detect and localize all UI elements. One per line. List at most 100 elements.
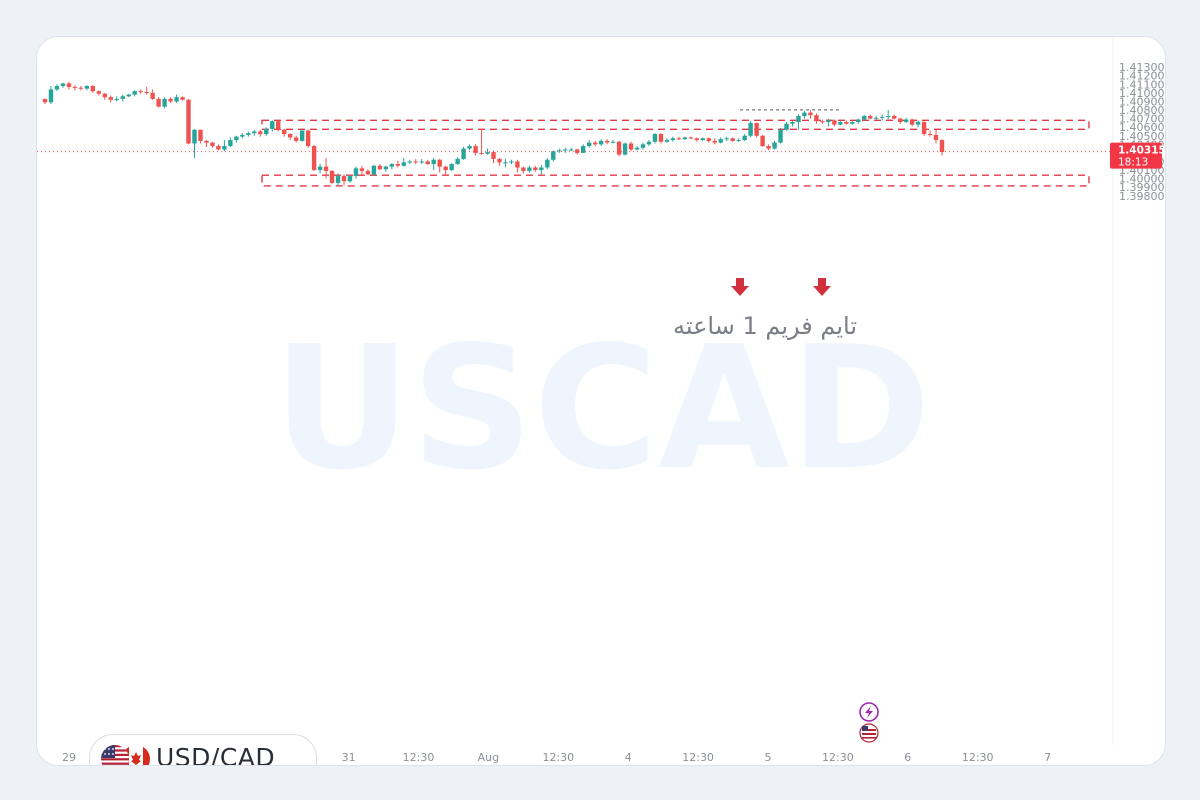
candle-body — [844, 122, 849, 124]
candle-body — [706, 138, 711, 141]
candle-body — [252, 131, 257, 134]
candle-body — [317, 166, 323, 171]
x-tick-label: 4 — [625, 751, 632, 764]
candle-body — [521, 167, 526, 171]
candle-body — [742, 135, 747, 141]
candle-body — [766, 146, 771, 149]
candle-body — [862, 116, 867, 120]
candle-body — [778, 129, 783, 143]
candle-body — [479, 152, 484, 154]
candle-body — [586, 142, 592, 147]
lightning-glyph — [865, 706, 873, 718]
candle-body — [909, 119, 915, 125]
flag-stripe — [862, 729, 876, 731]
chart-card: USCAD تایم فریم 1 ساعته 1.41300 1.41200 1.41… — [36, 36, 1166, 766]
candle-body — [939, 140, 945, 153]
candle-body — [60, 83, 66, 87]
candle-body — [192, 129, 197, 144]
candle-body — [688, 137, 694, 139]
candle-body — [359, 168, 365, 171]
candle-body — [832, 120, 837, 125]
candle-body — [54, 86, 60, 90]
candle-body — [114, 98, 119, 100]
flag-canton — [862, 726, 868, 731]
x-tick-label: 12:30 — [682, 751, 714, 764]
candle-body — [897, 118, 903, 123]
y-tick-label: 1.40700 — [1119, 113, 1165, 126]
candle-body — [497, 158, 502, 163]
candle-body — [431, 159, 436, 165]
resistance-zone — [261, 119, 1090, 131]
candle-body — [407, 161, 412, 163]
candle-body — [933, 134, 939, 141]
candle-body — [545, 159, 550, 168]
candle-body — [551, 151, 556, 160]
candle-body — [108, 97, 113, 100]
candle-body — [736, 140, 741, 142]
candle-body — [515, 161, 520, 168]
candle-body — [443, 166, 448, 171]
candle-body — [826, 120, 831, 123]
candle-body — [270, 121, 275, 129]
y-tick-label: 1.41100 — [1119, 78, 1165, 91]
candle-body — [132, 91, 137, 95]
candle-body — [455, 158, 460, 165]
candle-body — [533, 167, 538, 171]
candle-body — [927, 134, 933, 136]
candle-body — [903, 119, 909, 123]
x-tick-label: 12:30 — [403, 751, 435, 764]
candle-body — [790, 122, 795, 124]
candle-body — [228, 140, 233, 147]
x-tick-label: 31 — [342, 751, 356, 764]
candle-body — [503, 162, 508, 164]
candle-body — [186, 99, 191, 144]
candle-body — [640, 144, 646, 148]
candle-body — [712, 140, 717, 143]
candle-body — [90, 86, 96, 92]
candle-body — [598, 140, 604, 145]
candle-body — [276, 121, 281, 130]
candle-body — [622, 143, 628, 155]
candle-body — [216, 146, 221, 150]
candle-body — [210, 142, 215, 147]
y-tick-label: 1.40000 — [1119, 173, 1165, 186]
candle-body — [485, 152, 490, 154]
candle-body — [395, 164, 401, 166]
candle-body — [581, 146, 586, 153]
candle-body — [592, 142, 598, 145]
candle-body — [539, 167, 544, 171]
candle-body — [413, 161, 418, 163]
candle-body — [389, 164, 395, 167]
last-price-badge — [1110, 142, 1162, 169]
candle-body — [694, 138, 700, 141]
candle-body — [814, 115, 819, 122]
candle-body — [748, 122, 753, 136]
candle-body — [461, 148, 466, 159]
candle-body — [616, 141, 622, 155]
candles-group — [42, 81, 945, 186]
candle-body — [868, 116, 873, 119]
candle-body — [527, 167, 532, 171]
candle-body — [772, 142, 777, 149]
candle-body — [287, 134, 293, 138]
y-tick-label: 1.40500 — [1119, 130, 1165, 143]
y-tick-label: 1.41200 — [1119, 70, 1165, 83]
candle-body — [222, 146, 227, 150]
candle-body — [730, 138, 735, 141]
candle-body — [180, 97, 185, 100]
symbol-label: USD/CAD — [156, 743, 276, 766]
candle-body — [311, 146, 317, 171]
candle-body — [84, 86, 90, 89]
candle-body — [760, 135, 765, 147]
x-tick-label: Aug — [478, 751, 499, 764]
candle-body — [42, 98, 48, 103]
candle-body — [724, 138, 729, 140]
candle-body — [72, 86, 78, 88]
symbol-pill[interactable]: USD/CAD — [89, 734, 317, 766]
candle-body — [850, 122, 855, 124]
x-tick-label: 12:30 — [542, 751, 574, 764]
y-tick-label: 1.41300 — [1119, 61, 1165, 74]
x-tick-label: 12:30 — [962, 751, 994, 764]
candle-body — [401, 162, 406, 166]
